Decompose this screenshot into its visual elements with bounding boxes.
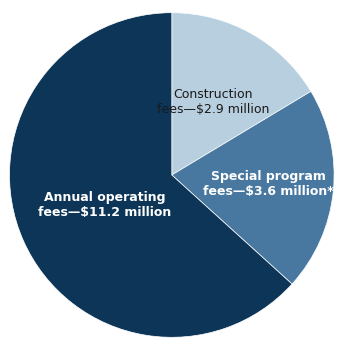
- Wedge shape: [172, 13, 311, 175]
- Text: Special program
fees—$3.6 million*: Special program fees—$3.6 million*: [203, 170, 334, 198]
- Wedge shape: [172, 91, 334, 284]
- Text: Construction
fees—$2.9 million: Construction fees—$2.9 million: [157, 88, 270, 116]
- Text: Annual operating
fees—$11.2 million: Annual operating fees—$11.2 million: [38, 191, 172, 219]
- Wedge shape: [9, 13, 292, 337]
